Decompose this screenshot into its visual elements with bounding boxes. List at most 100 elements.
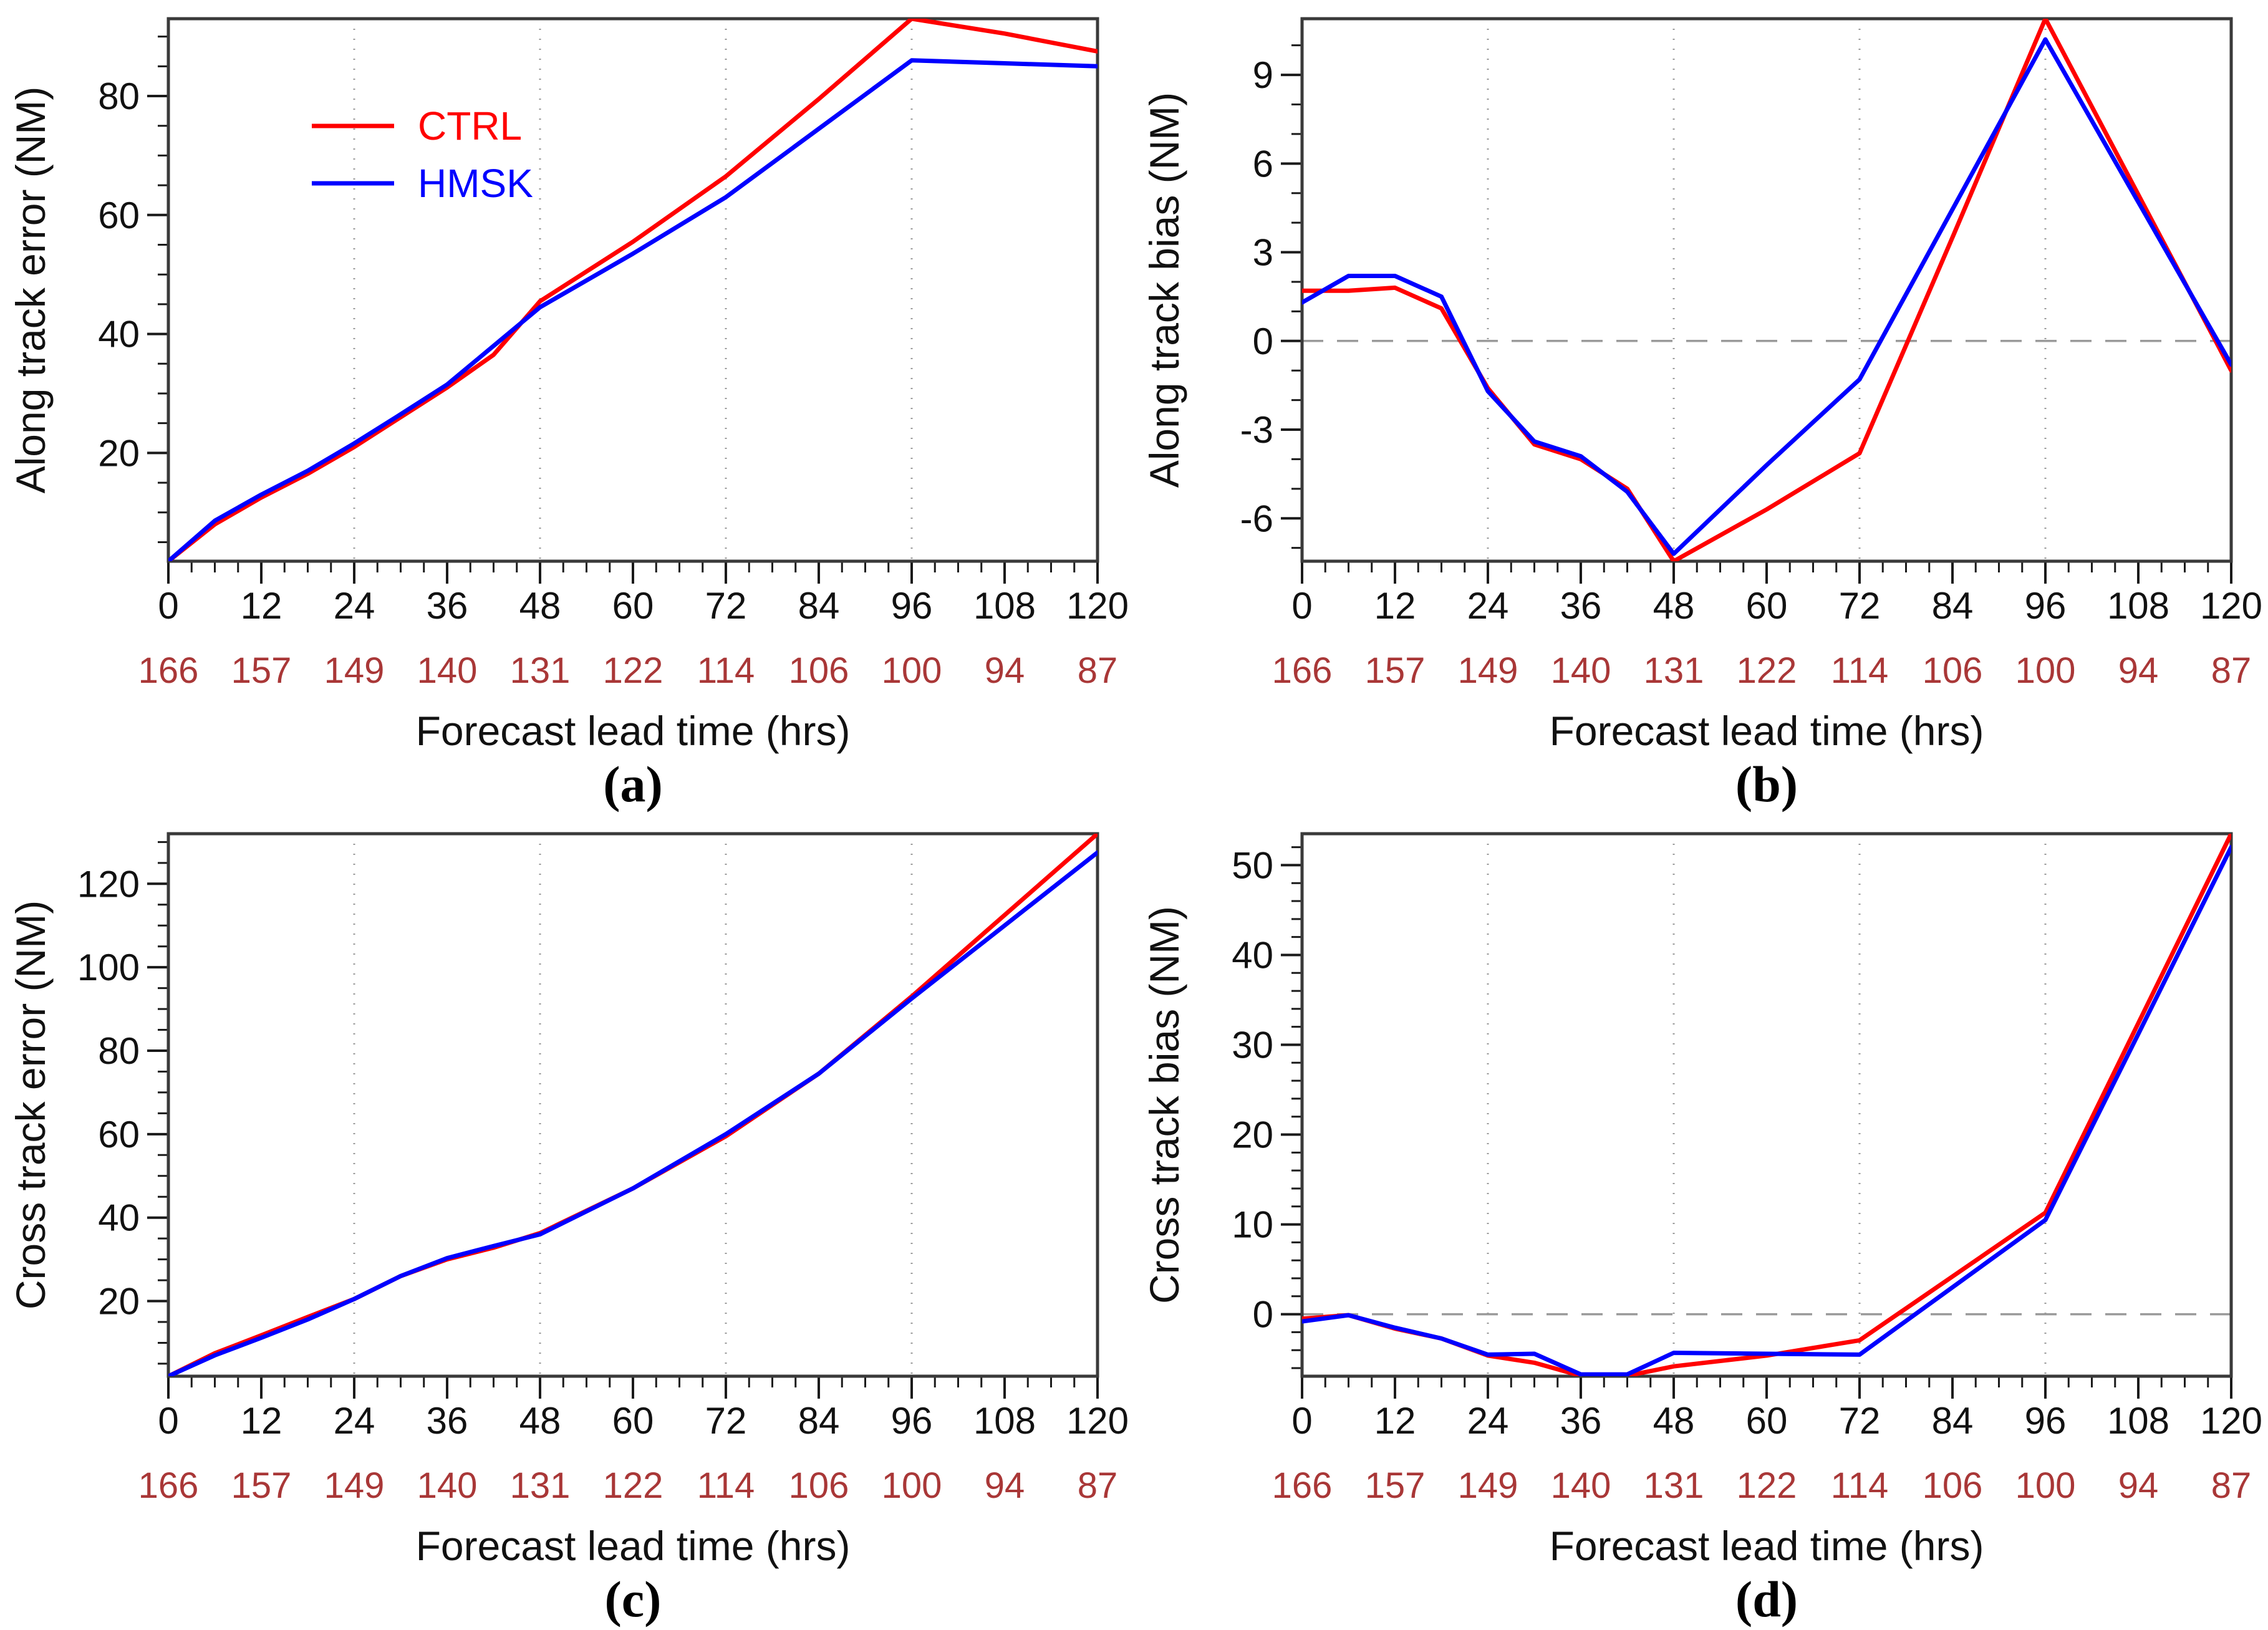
x-axis-tick-label: 72 xyxy=(1839,585,1881,627)
y-axis-tick-label: 20 xyxy=(98,432,140,474)
secondary-x-tick-label: 114 xyxy=(697,650,755,691)
secondary-x-tick-label: 157 xyxy=(1365,1465,1426,1506)
y-axis-title: Cross track error (NM) xyxy=(7,900,54,1309)
hmsk-line xyxy=(1302,37,2231,556)
x-axis-tick-label: 60 xyxy=(612,585,654,627)
secondary-x-tick-label: 100 xyxy=(882,650,942,691)
secondary-x-tick-label: 166 xyxy=(1272,1465,1333,1506)
x-axis-tick-label: 72 xyxy=(1839,1400,1881,1442)
secondary-x-tick-label: 100 xyxy=(2015,1465,2076,1506)
x-axis-title: Forecast lead time (hrs) xyxy=(1550,1523,1984,1569)
panel-caption: (c) xyxy=(604,1571,661,1628)
y-axis-tick-label: 9 xyxy=(1253,54,1273,96)
secondary-x-tick-label: 131 xyxy=(1644,650,1704,691)
x-axis-tick-label: 12 xyxy=(241,1400,282,1442)
secondary-x-tick-label: 87 xyxy=(1078,1465,1118,1506)
x-axis-title: Forecast lead time (hrs) xyxy=(416,1523,851,1569)
plot-frame xyxy=(166,832,1099,1378)
x-axis-tick-label: 24 xyxy=(1467,585,1509,627)
y-axis-tick-label: 40 xyxy=(98,314,140,355)
x-axis-tick-label: 0 xyxy=(1291,1400,1312,1442)
plot-frame xyxy=(1300,17,2233,563)
y-axis-tick-label: 60 xyxy=(98,195,140,236)
secondary-x-tick-label: 122 xyxy=(603,1465,664,1506)
panel-b: 0 166 12 157 24 149 36 140 48 131 60 122 72 114 84 106 9… xyxy=(1134,0,2267,815)
secondary-x-tick-label: 100 xyxy=(882,1465,942,1506)
secondary-x-tick-label: 140 xyxy=(1551,1465,1611,1506)
secondary-x-tick-label: 106 xyxy=(1923,650,1983,691)
y-axis-tick-label: 50 xyxy=(1232,844,1273,886)
x-axis-tick-label: 120 xyxy=(1066,1400,1129,1442)
x-axis-tick-label: 96 xyxy=(2025,585,2067,627)
y-axis-tick-label: -3 xyxy=(1240,409,1273,451)
y-axis-tick-label: 30 xyxy=(1232,1024,1273,1066)
x-axis-tick-label: 0 xyxy=(158,1400,178,1442)
y-axis-tick-label: 10 xyxy=(1232,1204,1273,1246)
x-axis-tick-label: 84 xyxy=(1932,1400,1974,1442)
x-axis-tick-label: 72 xyxy=(705,1400,747,1442)
x-axis-tick-label: 96 xyxy=(891,1400,933,1442)
x-axis-tick-label: 24 xyxy=(334,585,375,627)
secondary-x-tick-label: 122 xyxy=(1737,650,1797,691)
secondary-x-tick-label: 94 xyxy=(985,650,1025,691)
x-axis-tick-label: 120 xyxy=(2200,585,2262,627)
y-axis-tick-label: 80 xyxy=(98,75,140,117)
legend-label-ctrl: CTRL xyxy=(418,104,522,148)
secondary-x-tick-label: 157 xyxy=(231,1465,292,1506)
y-axis-tick-label: 40 xyxy=(1232,934,1273,976)
y-axis-title: Along track error (NM) xyxy=(7,87,54,494)
x-axis-tick-label: 48 xyxy=(1653,1400,1695,1442)
y-axis-tick-label: 100 xyxy=(77,947,140,988)
hmsk-line xyxy=(1302,845,2231,1376)
secondary-x-tick-label: 149 xyxy=(324,1465,385,1506)
y-axis-title: Cross track bias (NM) xyxy=(1141,906,1187,1304)
secondary-x-tick-label: 114 xyxy=(1831,650,1888,691)
x-axis-tick-label: 24 xyxy=(334,1400,375,1442)
x-axis-tick-label: 12 xyxy=(241,585,282,627)
panel-d: 0 166 12 157 24 149 36 140 48 131 60 122 72 114 84 106 9… xyxy=(1134,815,2267,1630)
x-axis-tick-label: 84 xyxy=(1932,585,1974,627)
x-axis-title: Forecast lead time (hrs) xyxy=(1550,708,1984,754)
plot-frame xyxy=(1300,832,2233,1378)
plot-frame xyxy=(166,17,1099,563)
y-axis-tick-label: 80 xyxy=(98,1030,140,1072)
secondary-x-tick-label: 106 xyxy=(1923,1465,1983,1506)
y-axis-tick-label: 40 xyxy=(98,1197,140,1239)
x-axis-tick-label: 60 xyxy=(1746,585,1788,627)
x-axis-tick-label: 72 xyxy=(705,585,747,627)
y-axis-tick-label: -6 xyxy=(1240,498,1273,539)
panel-d-chart: 0 166 12 157 24 149 36 140 48 131 60 122 72 114 84 106 9… xyxy=(1141,832,2262,1628)
x-axis-tick-label: 120 xyxy=(2200,1400,2262,1442)
x-axis-tick-label: 108 xyxy=(2107,1400,2169,1442)
x-axis-tick-label: 36 xyxy=(427,1400,468,1442)
x-axis-tick-label: 108 xyxy=(973,585,1036,627)
secondary-x-tick-label: 114 xyxy=(697,1465,755,1506)
x-axis-tick-label: 36 xyxy=(427,585,468,627)
secondary-x-tick-label: 87 xyxy=(1078,650,1118,691)
secondary-x-tick-label: 87 xyxy=(2211,1465,2252,1506)
secondary-x-tick-label: 131 xyxy=(510,650,571,691)
secondary-x-tick-label: 166 xyxy=(138,650,199,691)
x-axis-tick-label: 48 xyxy=(519,1400,561,1442)
panel-caption: (a) xyxy=(603,756,663,813)
y-axis-tick-label: 0 xyxy=(1253,1294,1273,1336)
x-axis-tick-label: 48 xyxy=(519,585,561,627)
secondary-x-tick-label: 149 xyxy=(324,650,385,691)
secondary-x-tick-label: 140 xyxy=(1551,650,1611,691)
secondary-x-tick-label: 114 xyxy=(1831,1465,1888,1506)
x-axis-tick-label: 36 xyxy=(1560,1400,1602,1442)
hmsk-line xyxy=(168,58,1098,561)
secondary-x-tick-label: 87 xyxy=(2211,650,2252,691)
x-axis-tick-label: 96 xyxy=(891,585,933,627)
secondary-x-tick-label: 149 xyxy=(1458,1465,1518,1506)
x-axis-tick-label: 84 xyxy=(798,1400,840,1442)
legend: CTRL HMSK xyxy=(312,104,533,206)
x-axis-tick-label: 0 xyxy=(158,585,178,627)
x-axis-tick-label: 12 xyxy=(1374,1400,1416,1442)
secondary-x-tick-label: 166 xyxy=(138,1465,199,1506)
x-axis-tick-label: 108 xyxy=(973,1400,1036,1442)
secondary-x-tick-label: 157 xyxy=(231,650,292,691)
x-axis-tick-label: 108 xyxy=(2107,585,2169,627)
secondary-x-tick-label: 131 xyxy=(1644,1465,1704,1506)
